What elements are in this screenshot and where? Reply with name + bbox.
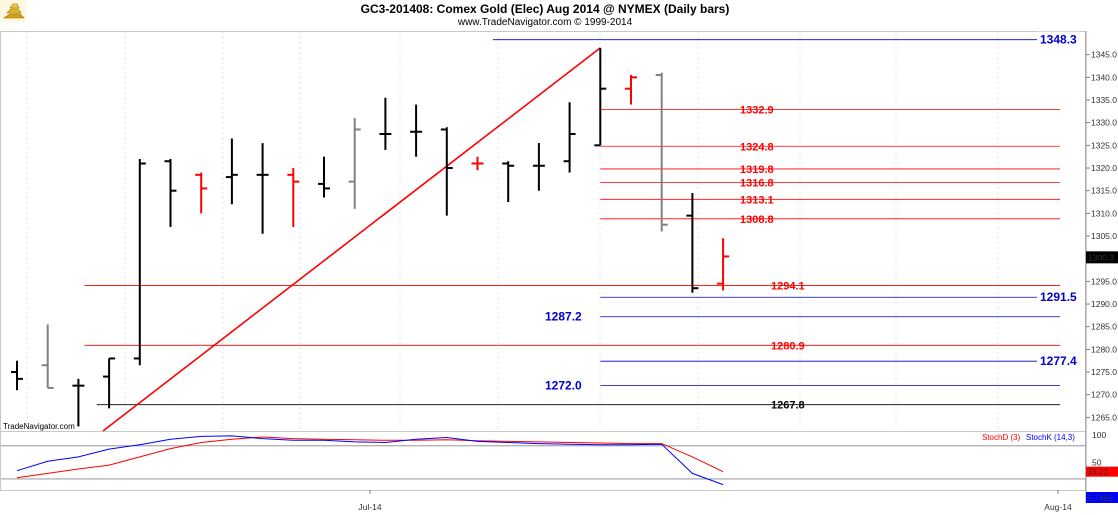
ohlc-bar [348, 118, 361, 209]
price-tick-label: 1275.0 [1091, 367, 1117, 377]
ohlc-bar [287, 168, 300, 227]
trendline-segment [102, 47, 601, 432]
price-tick-label: 1340.0 [1091, 72, 1117, 82]
price-tick-label: 1330.0 [1091, 118, 1117, 128]
ohlc-bar [471, 156, 484, 171]
ohlc-bar [133, 158, 146, 366]
ohlc-bar [11, 360, 23, 391]
chart-subtitle: www.TradeNavigator.com © 1999-2014 [457, 17, 633, 28]
price-level-label: 1313.1 [740, 194, 774, 206]
price-tick-label: 1310.0 [1091, 208, 1117, 218]
chart-title: GC3-201408: Comex Gold (Elec) Aug 2014 @… [361, 2, 730, 16]
price-level-label-bg [542, 377, 584, 392]
price-tick-label: 1345.0 [1091, 50, 1117, 60]
date-tick-label: Jul-14 [358, 502, 381, 512]
grid-lines [26, 32, 999, 431]
ohlc-bar [717, 238, 730, 291]
price-tick-label: 1325.0 [1091, 140, 1117, 150]
date-tick-label: Aug-14 [1044, 502, 1072, 512]
ohlc-bar [164, 158, 177, 227]
price-tick-label: 1290.0 [1091, 299, 1117, 309]
price-level-label: 1277.4 [1040, 354, 1077, 368]
price-tick-label: 1270.0 [1091, 390, 1117, 400]
current-price-box [1086, 251, 1118, 264]
price-level-label: 1267.8 [771, 400, 805, 412]
ohlc-bar [103, 357, 116, 409]
ohlc-bar [625, 75, 637, 105]
price-level-label: 1280.9 [771, 340, 805, 352]
ohlc-bar [502, 161, 515, 203]
price-level-label: 1272.0 [545, 379, 582, 393]
price-level-label: 1287.2 [545, 310, 582, 324]
legend-stochk: StochK (14,3) [1026, 433, 1075, 442]
current-price-label: 1300.3 [1088, 252, 1114, 262]
watermark-text: TradeNavigator.com [3, 422, 75, 431]
ohlc-bar [72, 378, 85, 427]
price-tick-label: 1335.0 [1091, 95, 1117, 105]
legend-stochd: StochD (3) [982, 433, 1021, 442]
ohlc-bar [686, 192, 699, 293]
ohlc-bar [410, 104, 423, 157]
ohlc-bars [11, 47, 730, 427]
ohlc-bar [563, 102, 576, 173]
price-tick-label: 1320.0 [1091, 163, 1117, 173]
price-level-label-bg [1037, 353, 1079, 368]
stoch-tick-label: 100 [1092, 430, 1106, 440]
price-level-label: 1319.8 [740, 164, 774, 176]
current-price-marker: 1300.3 [1086, 251, 1118, 264]
stochk-line [16, 435, 724, 486]
ohlc-bar [655, 72, 668, 232]
price-level-label: 1348.3 [1040, 33, 1077, 47]
ohlc-bar [318, 156, 330, 198]
ohlc-bar [225, 138, 238, 205]
stoch-tick-label: 50 [1092, 457, 1102, 467]
ohlc-bar [379, 97, 392, 150]
price-levels: 1348.3 1332.9 1324.8 1319.8 1316.8 1313.1 1308… [84, 31, 1079, 412]
price-level-label: 1324.8 [740, 141, 774, 153]
ohlc-bar [594, 47, 607, 147]
stochd-readout: 33.21 [1087, 467, 1109, 477]
price-level-label: 1316.8 [740, 178, 774, 190]
price-level-label-bg [542, 308, 584, 323]
price-tick-label: 1315.0 [1091, 186, 1117, 196]
ohlc-bar [195, 172, 208, 214]
price-level-label: 1308.8 [740, 214, 774, 226]
price-level-label-bg [1037, 31, 1079, 46]
price-level-label: 1332.9 [740, 105, 774, 117]
stochk-readout-box [1086, 492, 1118, 503]
price-level-label: 1294.1 [771, 280, 805, 292]
ohlc-bar [41, 324, 54, 389]
ohlc-bar [256, 143, 269, 234]
ohlc-bar [440, 127, 453, 216]
price-tick-label: 1285.0 [1091, 322, 1117, 332]
price-axis: 1265.0 1270.0 1275.0 1280.0 1285.0 1290.0 1295… [1086, 50, 1117, 422]
price-tick-label: 1295.0 [1091, 276, 1117, 286]
trendline [102, 47, 601, 432]
price-tick-label: 1305.0 [1091, 231, 1117, 241]
price-tick-label: 1280.0 [1091, 344, 1117, 354]
price-level-label: 1291.5 [1040, 290, 1077, 304]
date-axis: Jul-14 Aug-14 [358, 490, 1072, 512]
stochd-readout-box [1086, 466, 1118, 477]
price-tick-label: 1265.0 [1091, 412, 1117, 422]
stochd-line [16, 436, 724, 479]
price-level-label-bg [1037, 289, 1079, 304]
stochastic-panel: 100 50 StochD (3) StochK (14,3) 33.21 9.7409 [1, 430, 1118, 503]
ohlc-bar [532, 143, 545, 191]
stochk-readout: 9.7409 [1087, 493, 1113, 503]
gold-bars-icon [0, 0, 26, 22]
